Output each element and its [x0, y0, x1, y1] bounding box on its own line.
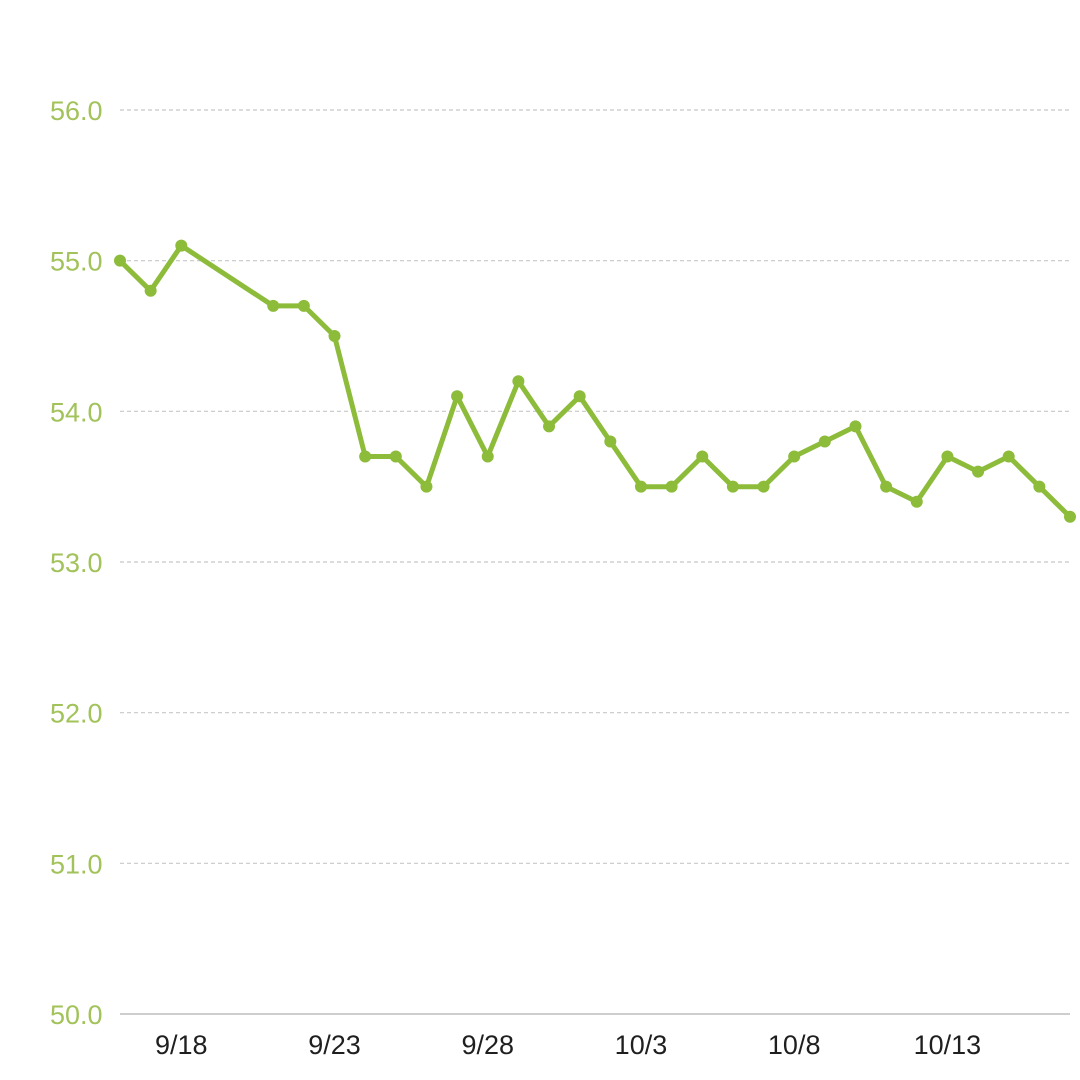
y-tick-label: 56.0: [50, 96, 103, 126]
x-tick-label: 10/13: [914, 1030, 982, 1060]
data-points: [114, 239, 1076, 523]
data-point: [389, 450, 402, 463]
data-point: [144, 284, 157, 297]
data-point: [359, 450, 372, 463]
y-tick-label: 52.0: [50, 699, 103, 729]
y-tick-label: 51.0: [50, 849, 103, 879]
data-point: [696, 450, 709, 463]
x-tick-label: 9/23: [308, 1030, 361, 1060]
y-axis-tick-labels: 50.0 51.0 52.0 53.0 54.0 55.0 56.0: [50, 96, 103, 1030]
data-point: [267, 299, 280, 312]
data-point: [543, 420, 556, 433]
data-point: [420, 480, 433, 493]
data-point: [910, 495, 923, 508]
data-point: [726, 480, 739, 493]
data-point: [512, 375, 525, 388]
data-point: [972, 465, 985, 478]
data-point: [175, 239, 188, 252]
data-point: [880, 480, 893, 493]
data-point: [1002, 450, 1015, 463]
data-point: [297, 299, 310, 312]
gridlines: [120, 109, 1070, 864]
data-point: [328, 330, 341, 342]
series-line: [117, 243, 1073, 520]
data-point: [757, 480, 770, 493]
data-point: [634, 480, 647, 493]
data-point: [788, 450, 801, 463]
y-tick-label: 54.0: [50, 397, 103, 427]
y-tick-label: 50.0: [50, 1000, 103, 1030]
data-point: [481, 450, 494, 463]
data-point: [573, 390, 586, 403]
data-point: [114, 254, 126, 267]
data-point: [818, 435, 831, 448]
x-tick-label: 9/18: [155, 1030, 208, 1060]
x-tick-label: 10/3: [615, 1030, 668, 1060]
x-axis-tick-labels: 9/18 9/23 9/28 10/3 10/8 10/13: [155, 1030, 981, 1060]
y-tick-label: 55.0: [50, 247, 103, 277]
x-tick-label: 9/28: [461, 1030, 514, 1060]
data-point: [451, 390, 464, 403]
data-point: [1064, 510, 1076, 523]
data-point: [604, 435, 617, 448]
data-point: [665, 480, 678, 493]
series-polyline: [117, 243, 1073, 520]
y-tick-label: 53.0: [50, 548, 103, 578]
x-tick-label: 10/8: [768, 1030, 821, 1060]
data-point: [849, 420, 862, 433]
data-point: [1033, 480, 1046, 493]
data-point: [941, 450, 954, 463]
